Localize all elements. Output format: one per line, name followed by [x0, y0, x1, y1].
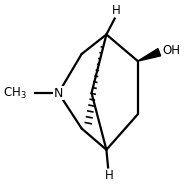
Text: OH: OH	[163, 44, 181, 57]
Text: N: N	[54, 86, 63, 100]
Text: CH$_3$: CH$_3$	[3, 85, 27, 101]
Text: H: H	[112, 4, 121, 17]
Text: H: H	[105, 169, 114, 182]
Polygon shape	[138, 49, 161, 61]
